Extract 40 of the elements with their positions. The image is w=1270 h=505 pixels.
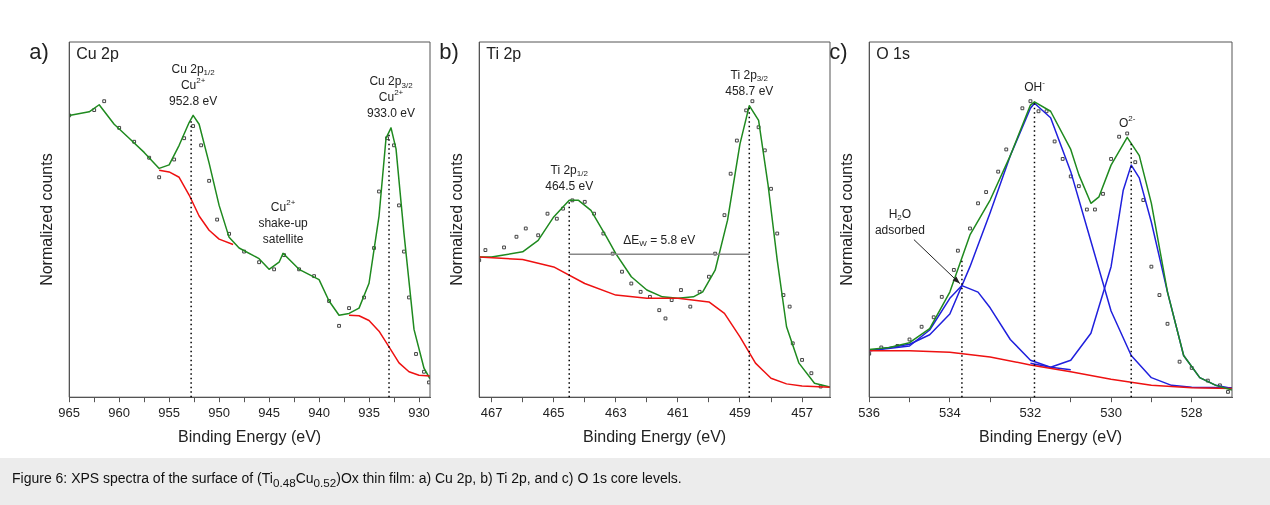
text: Ti 2p — [486, 45, 522, 63]
annotation: satellite — [262, 231, 304, 246]
x-tick-label: 457 — [791, 404, 813, 420]
x-tick-label: 950 — [208, 404, 230, 420]
chart-title: a) — [29, 39, 49, 65]
x-tick-label: 463 — [604, 404, 627, 420]
x-tick-label: 965 — [58, 404, 81, 420]
x-tick-label: 465 — [542, 404, 565, 420]
x-axis-title: Binding Energy (eV) — [979, 427, 1123, 445]
x-axis-title: Binding Energy (eV) — [178, 427, 322, 445]
chart-title: b) — [439, 39, 459, 65]
y-axis-title: Normalized counts — [448, 153, 466, 286]
x-tick-label: 532 — [1019, 404, 1042, 420]
text: O 1s — [876, 45, 910, 63]
annotation: 933.0 eV — [367, 106, 416, 121]
annotation: 464.5 eV — [545, 178, 594, 193]
x-tick-label: 930 — [408, 404, 430, 420]
text: Cu 2p — [76, 45, 119, 63]
x-tick-label: 536 — [858, 404, 881, 420]
chart-title: c) — [829, 39, 848, 65]
text: Figure 6: XPS spectra of the surface of (Ti$_{0.48}$Cu$_{0.52}$)Ox thin film: a) Cu 2p, b) Ti 2p, and c) O 1s core levels. — [12, 470, 682, 489]
x-axis-title: Binding Energy (eV) — [583, 427, 727, 445]
y-axis-title: Normalized counts — [838, 153, 856, 286]
annotation: OH- — [1024, 78, 1046, 95]
x-tick-label: 955 — [158, 404, 180, 420]
x-tick-label: 461 — [667, 404, 689, 420]
x-tick-label: 530 — [1100, 404, 1122, 420]
x-tick-label: 935 — [358, 404, 380, 420]
x-tick-label: 534 — [938, 404, 961, 420]
annotation: 952.8 eV — [169, 93, 218, 108]
x-tick-label: 459 — [729, 404, 751, 420]
annotation: shake-up — [258, 215, 309, 230]
annotation: 458.7 eV — [725, 83, 774, 98]
x-tick-label: 528 — [1180, 404, 1203, 420]
y-axis-title: Normalized counts — [38, 153, 56, 286]
x-tick-label: 940 — [308, 404, 330, 420]
x-tick-label: 945 — [258, 404, 280, 420]
annotation: adsorbed — [874, 222, 925, 237]
x-tick-label: 467 — [480, 404, 503, 420]
x-tick-label: 960 — [108, 404, 131, 420]
